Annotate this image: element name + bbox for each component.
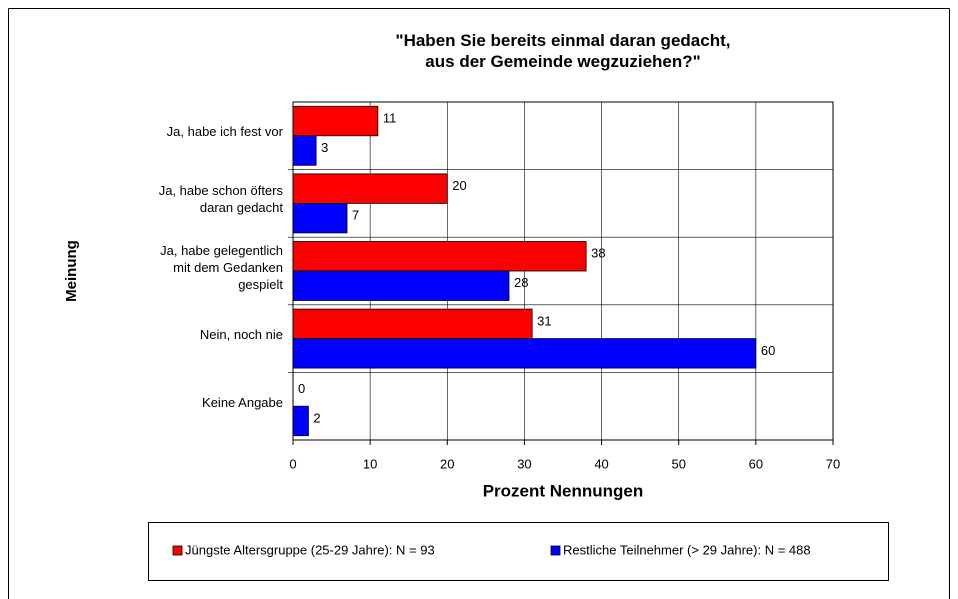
x-tick-label: 30 xyxy=(517,456,531,471)
value-label: 60 xyxy=(761,343,775,358)
bar xyxy=(292,135,317,166)
legend-label: Jüngste Altersgruppe (25-29 Jahre): N = … xyxy=(185,542,435,557)
bar xyxy=(292,270,510,301)
value-label: 7 xyxy=(352,208,359,223)
legend-swatch xyxy=(550,545,561,556)
chart-title: "Haben Sie bereits einmal daran gedacht,… xyxy=(395,31,731,71)
legend-box xyxy=(148,522,889,581)
bar xyxy=(292,202,348,234)
bar xyxy=(292,105,379,137)
x-tick-label: 60 xyxy=(749,456,763,471)
y-axis-title: Meinung xyxy=(63,240,80,302)
value-label: 20 xyxy=(452,178,466,193)
x-axis-title: Prozent Nennungen xyxy=(483,481,644,500)
legend-swatch xyxy=(172,545,183,556)
value-label: 0 xyxy=(298,381,305,396)
bar xyxy=(292,308,533,340)
x-tick-label: 40 xyxy=(594,456,608,471)
y-tick-label: Keine Angabe xyxy=(202,394,283,410)
value-label: 28 xyxy=(514,275,528,290)
value-label: 11 xyxy=(383,110,397,125)
value-label: 31 xyxy=(537,313,551,328)
y-tick-label: Ja, habe ich fest vor xyxy=(166,124,283,140)
bar xyxy=(292,173,448,204)
bar xyxy=(292,338,757,369)
x-tick-label: 0 xyxy=(289,456,296,471)
x-tick-label: 10 xyxy=(363,456,377,471)
bar xyxy=(292,405,309,437)
value-label: 38 xyxy=(591,246,605,261)
y-tick-label: Ja, habe schon öfters daran gedacht xyxy=(158,183,283,216)
y-tick-label: Nein, noch nie xyxy=(199,327,283,343)
y-tick-label: Ja, habe gelegentlich mit dem Gedanken g… xyxy=(160,242,283,292)
value-label: 2 xyxy=(313,410,320,425)
value-label: 3 xyxy=(321,140,328,155)
x-tick-label: 20 xyxy=(440,456,454,471)
x-tick-label: 50 xyxy=(671,456,685,471)
x-tick-label: 70 xyxy=(826,456,840,471)
legend-label: Restliche Teilnehmer (> 29 Jahre): N = 4… xyxy=(563,542,811,557)
bar xyxy=(292,241,587,272)
